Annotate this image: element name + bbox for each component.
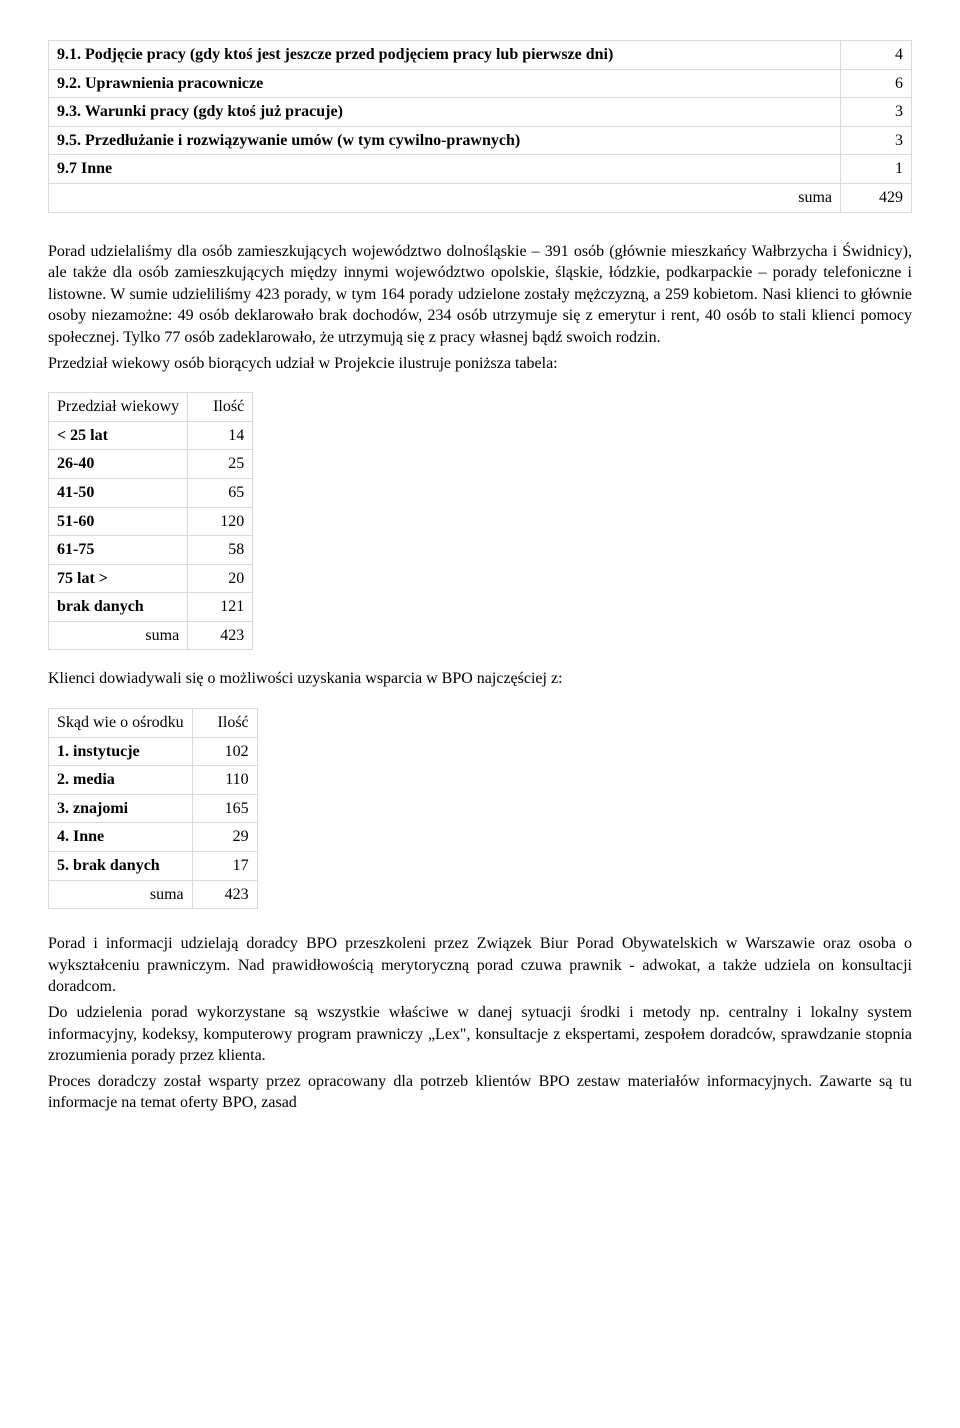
table-row: 4. Inne29	[49, 823, 258, 852]
row-val: 17	[192, 852, 257, 881]
row-val: 120	[188, 507, 253, 536]
row-val: 1	[841, 155, 912, 184]
paragraph: Porad i informacji udzielają doradcy BPO…	[48, 933, 912, 998]
sum-val: 429	[841, 183, 912, 212]
table-header: Skąd wie o ośrodku Ilość	[49, 709, 258, 738]
row-val: 29	[192, 823, 257, 852]
row-label: 41-50	[49, 478, 188, 507]
sum-val: 423	[188, 621, 253, 650]
table-row: 9.7 Inne1	[49, 155, 912, 184]
sum-row: suma423	[49, 880, 258, 909]
row-label: 9.7 Inne	[49, 155, 841, 184]
row-label: 61-75	[49, 536, 188, 565]
table-row: 5. brak danych17	[49, 852, 258, 881]
sum-row: suma429	[49, 183, 912, 212]
sum-label: suma	[49, 880, 193, 909]
row-label: 3. znajomi	[49, 794, 193, 823]
row-label: 9.5. Przedłużanie i rozwiązywanie umów (…	[49, 126, 841, 155]
row-val: 165	[192, 794, 257, 823]
table-row: 3. znajomi165	[49, 794, 258, 823]
sum-label: suma	[49, 183, 841, 212]
sum-val: 423	[192, 880, 257, 909]
table-header: Przedział wiekowy Ilość	[49, 393, 253, 422]
col-header: Skąd wie o ośrodku	[49, 709, 193, 738]
row-label: 51-60	[49, 507, 188, 536]
row-label: 5. brak danych	[49, 852, 193, 881]
row-val: 4	[841, 41, 912, 70]
row-val: 121	[188, 593, 253, 622]
row-label: 9.1. Podjęcie pracy (gdy ktoś jest jeszc…	[49, 41, 841, 70]
row-val: 14	[188, 421, 253, 450]
paragraph: Do udzielenia porad wykorzystane są wszy…	[48, 1002, 912, 1067]
row-val: 6	[841, 69, 912, 98]
table-row: 75 lat >20	[49, 564, 253, 593]
table-row: 1. instytucje102	[49, 737, 258, 766]
col-header: Ilość	[188, 393, 253, 422]
table-row: 2. media110	[49, 766, 258, 795]
paragraph: Porad udzielaliśmy dla osób zamieszkując…	[48, 241, 912, 349]
source-table: Skąd wie o ośrodku Ilość 1. instytucje10…	[48, 708, 258, 909]
row-label: 1. instytucje	[49, 737, 193, 766]
table-row: 9.1. Podjęcie pracy (gdy ktoś jest jeszc…	[49, 41, 912, 70]
table-row: 61-7558	[49, 536, 253, 565]
row-label: 9.3. Warunki pracy (gdy ktoś już pracuje…	[49, 98, 841, 127]
row-val: 65	[188, 478, 253, 507]
row-val: 3	[841, 126, 912, 155]
row-label: 2. media	[49, 766, 193, 795]
row-val: 3	[841, 98, 912, 127]
row-val: 58	[188, 536, 253, 565]
table-row: 9.2. Uprawnienia pracownicze6	[49, 69, 912, 98]
row-label: brak danych	[49, 593, 188, 622]
row-val: 25	[188, 450, 253, 479]
sum-row: suma423	[49, 621, 253, 650]
row-val: 20	[188, 564, 253, 593]
row-val: 110	[192, 766, 257, 795]
table-row: 26-4025	[49, 450, 253, 479]
table-row: 51-60120	[49, 507, 253, 536]
table-row: brak danych121	[49, 593, 253, 622]
col-header: Przedział wiekowy	[49, 393, 188, 422]
row-label: 75 lat >	[49, 564, 188, 593]
row-label: < 25 lat	[49, 421, 188, 450]
paragraph: Klienci dowiadywali się o możliwości uzy…	[48, 668, 912, 690]
sum-label: suma	[49, 621, 188, 650]
paragraph: Przedział wiekowy osób biorących udział …	[48, 353, 912, 375]
col-header: Ilość	[192, 709, 257, 738]
row-label: 4. Inne	[49, 823, 193, 852]
table-row: 41-5065	[49, 478, 253, 507]
paragraph: Proces doradczy został wsparty przez opr…	[48, 1071, 912, 1114]
table-row: < 25 lat14	[49, 421, 253, 450]
table-row: 9.5. Przedłużanie i rozwiązywanie umów (…	[49, 126, 912, 155]
top-table: 9.1. Podjęcie pracy (gdy ktoś jest jeszc…	[48, 40, 912, 213]
row-val: 102	[192, 737, 257, 766]
age-table: Przedział wiekowy Ilość < 25 lat14 26-40…	[48, 392, 253, 650]
row-label: 26-40	[49, 450, 188, 479]
table-row: 9.3. Warunki pracy (gdy ktoś już pracuje…	[49, 98, 912, 127]
row-label: 9.2. Uprawnienia pracownicze	[49, 69, 841, 98]
